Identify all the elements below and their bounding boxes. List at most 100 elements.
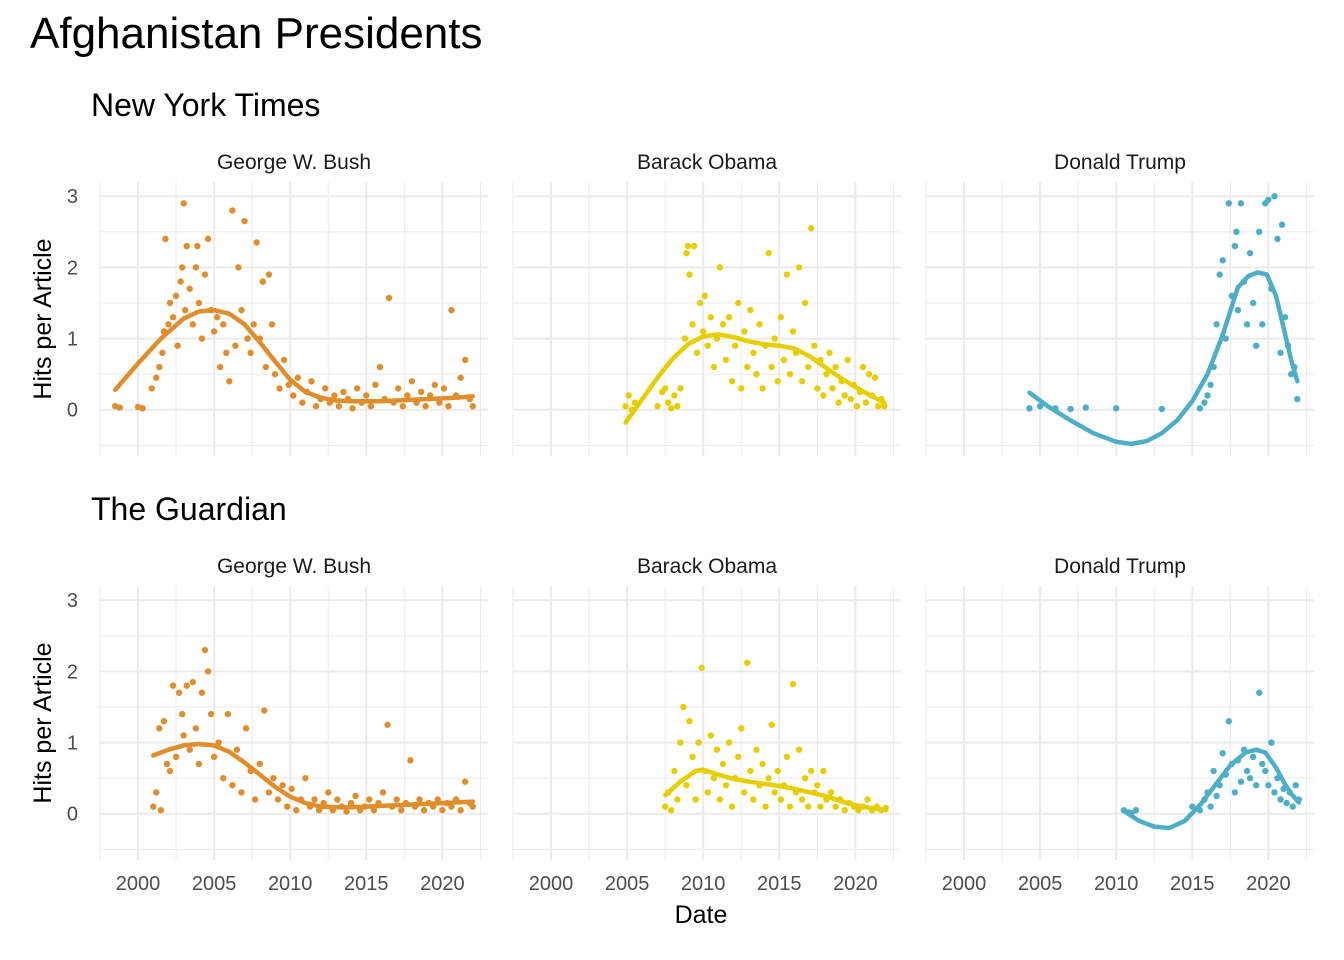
y-tick-label: 2 (67, 661, 78, 683)
data-point (312, 402, 320, 410)
data-point (811, 342, 818, 349)
data-point (665, 399, 672, 406)
y-axis-label: Hits per Article (29, 238, 57, 399)
data-point (1252, 342, 1260, 349)
trend-line (1027, 270, 1300, 447)
data-point (814, 385, 821, 392)
data-point (393, 796, 400, 803)
data-point (204, 235, 212, 243)
data-point (166, 767, 174, 775)
data-point (1225, 718, 1232, 725)
data-point (461, 778, 469, 785)
x-tick-label: 2000 (529, 873, 574, 895)
data-point (759, 385, 766, 392)
data-point (864, 796, 871, 803)
data-point (198, 335, 206, 342)
data-point (786, 370, 794, 378)
data-point (335, 402, 343, 410)
data-point (759, 760, 766, 768)
facet-label: Barack Obama (637, 151, 777, 174)
data-point (795, 746, 803, 753)
facet-label: George W. Bush (217, 555, 371, 578)
data-point (247, 349, 254, 357)
y-tick-label: 0 (67, 400, 78, 422)
section-title-nyt: New York Times (91, 87, 321, 123)
data-point (756, 321, 763, 328)
data-point (363, 392, 370, 399)
data-point (762, 803, 769, 810)
data-point (801, 299, 809, 307)
data-point (372, 381, 379, 389)
data-point (186, 746, 193, 753)
data-point (448, 306, 455, 314)
data-point (174, 342, 181, 349)
data-point (853, 402, 861, 410)
data-point (321, 385, 329, 392)
data-point (379, 789, 387, 796)
data-point (175, 689, 183, 696)
data-point (765, 249, 772, 257)
data-point (352, 792, 359, 800)
data-point (768, 363, 775, 371)
data-point (469, 402, 476, 410)
trend-line (112, 307, 476, 404)
data-point (252, 796, 259, 803)
data-point (686, 271, 693, 278)
data-point (808, 225, 815, 232)
data-point (874, 402, 882, 410)
y-tick-label: 0 (67, 804, 78, 826)
data-point (1249, 299, 1257, 307)
data-point (693, 349, 701, 357)
data-point (192, 725, 200, 732)
data-point (716, 796, 724, 803)
data-point (689, 321, 696, 328)
data-point (1277, 796, 1284, 803)
data-point (198, 689, 206, 696)
data-point (786, 803, 794, 810)
data-point (1265, 196, 1272, 203)
data-point (690, 242, 698, 250)
data-point (777, 796, 784, 803)
data-point (172, 292, 180, 300)
data-point (186, 285, 193, 292)
x-tick-label: 2015 (1170, 873, 1215, 895)
y-tick-label: 1 (67, 329, 78, 351)
data-point (283, 803, 291, 810)
data-point (265, 789, 273, 796)
data-point (178, 264, 186, 271)
chart-title: Afghanistan Presidents (30, 9, 483, 58)
data-point (1158, 405, 1166, 413)
data-point (881, 402, 888, 410)
data-point (229, 782, 236, 789)
data-point (719, 760, 727, 768)
data-point (1067, 405, 1074, 413)
data-point (832, 363, 839, 371)
data-point (1274, 235, 1281, 243)
data-point (180, 732, 187, 739)
data-point (765, 774, 772, 782)
data-point (798, 378, 806, 385)
data-point (827, 789, 835, 796)
data-point (1237, 200, 1245, 207)
trend-line (623, 332, 887, 425)
data-point (370, 806, 378, 814)
y-tick-label: 3 (67, 590, 78, 612)
data-point (661, 803, 669, 810)
data-point (1268, 739, 1275, 746)
data-point (183, 242, 190, 250)
data-point (242, 725, 250, 732)
data-point (367, 402, 375, 410)
data-point (855, 806, 862, 814)
data-point (692, 796, 699, 803)
data-point (276, 385, 283, 392)
data-point (744, 659, 751, 667)
data-point (1225, 200, 1232, 207)
data-point (820, 392, 827, 399)
data-point (789, 328, 797, 335)
data-point (683, 249, 690, 257)
x-tick-label: 2010 (268, 873, 313, 895)
data-point (826, 349, 833, 357)
data-point (325, 789, 332, 796)
data-point (159, 349, 166, 357)
data-point (1207, 381, 1214, 389)
